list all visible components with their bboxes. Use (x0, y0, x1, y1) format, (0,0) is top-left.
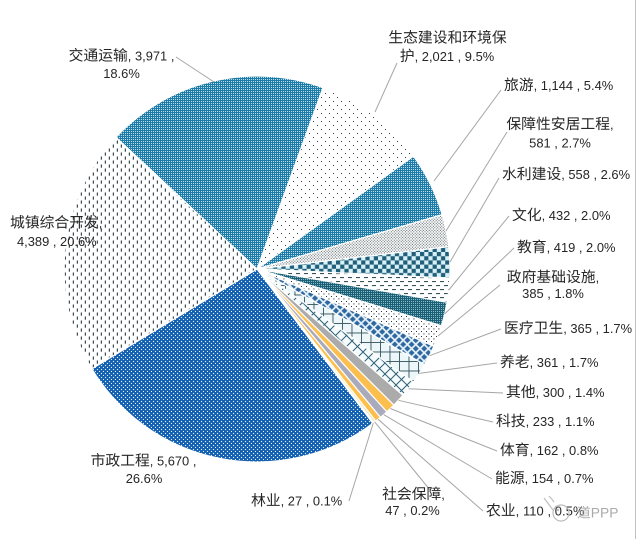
svg-text:,: , (596, 270, 600, 285)
svg-text:, 419 , 2.0%: , 419 , 2.0% (547, 240, 616, 255)
svg-text:4,389 , 20.6%: 4,389 , 20.6% (17, 234, 97, 249)
svg-text:, 2,021 , 9.5%: , 2,021 , 9.5% (415, 49, 495, 64)
svg-text:, 5,670 ,: , 5,670 , (150, 454, 197, 469)
svg-text:26.6%: 26.6% (126, 471, 163, 486)
svg-text:, 3,971 ,: , 3,971 , (128, 49, 175, 64)
svg-text:, 162 , 0.8%: , 162 , 0.8% (530, 443, 599, 458)
svg-text:, 233 , 1.1%: , 233 , 1.1% (526, 414, 595, 429)
svg-text:, 558 , 2.6%: , 558 , 2.6% (561, 167, 630, 182)
svg-text:, 1,144 , 5.4%: , 1,144 , 5.4% (534, 78, 614, 93)
svg-text:581 , 2.7%: 581 , 2.7% (529, 136, 591, 151)
svg-text:,: , (99, 216, 103, 231)
svg-text:, 365 , 1.7%: , 365 , 1.7% (563, 321, 632, 336)
svg-text:, 361 , 1.7%: , 361 , 1.7% (530, 355, 599, 370)
svg-text:47 , 0.2%: 47 , 0.2% (385, 503, 440, 518)
svg-text:, 154 , 0.7%: , 154 , 0.7% (525, 471, 594, 486)
svg-text:, 27 , 0.1%: , 27 , 0.1% (281, 494, 343, 509)
svg-text:,: , (441, 487, 445, 502)
svg-text:, 432 , 2.0%: , 432 , 2.0% (542, 208, 611, 223)
svg-text:PPP: PPP (591, 506, 619, 521)
svg-text:18.6%: 18.6% (103, 66, 140, 81)
svg-text:, 300 , 1.4%: , 300 , 1.4% (536, 385, 605, 400)
svg-text:,: , (610, 117, 614, 132)
svg-text:385 , 1.8%: 385 , 1.8% (522, 286, 584, 301)
